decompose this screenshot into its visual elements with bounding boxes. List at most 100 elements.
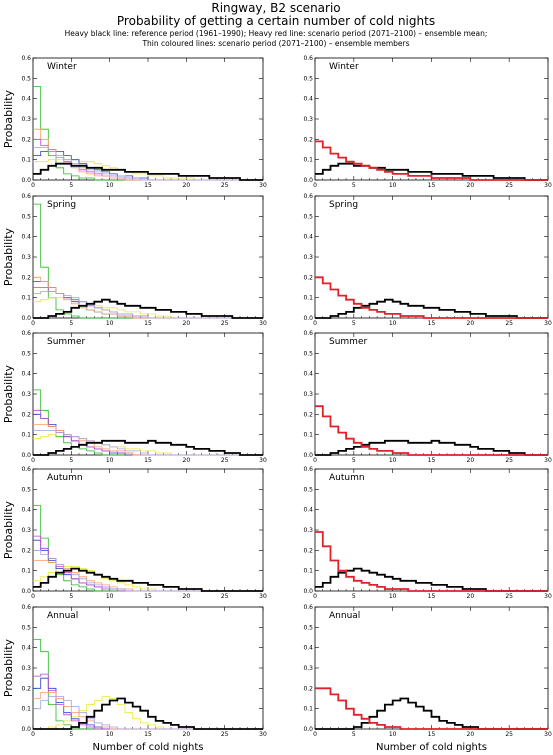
- y-tick-label: 0.5: [303, 350, 313, 357]
- x-tick-label: 20: [467, 457, 475, 464]
- ensemble-member-line: [33, 86, 263, 181]
- panel-spring-right: 0.0 0.1 0.2 0.3 0.4 0.5 0.6 0 5 10 15 20 25 30 Spring: [303, 193, 552, 327]
- y-tick-label: 0.1: [303, 295, 313, 302]
- y-tick-label: 0.3: [303, 527, 313, 534]
- y-tick-label: 0.5: [21, 486, 31, 493]
- y-tick-label: 0.4: [303, 96, 313, 103]
- y-tick-label: 0.6: [303, 55, 313, 62]
- y-tick-label: 0.1: [21, 157, 31, 164]
- ensemble-member-line: [33, 424, 263, 456]
- x-tick-label: 30: [259, 457, 267, 464]
- season-label: Annual: [47, 611, 78, 621]
- y-tick-label: 0.5: [303, 486, 313, 493]
- x-tick-label: 5: [69, 320, 73, 327]
- x-tick-label: 20: [183, 457, 191, 464]
- x-tick-label: 30: [259, 320, 267, 327]
- y-tick-label: 0.3: [303, 391, 313, 398]
- ensemble-member-line: [33, 147, 263, 181]
- x-tick-label: 20: [183, 320, 191, 327]
- y-tick-label: 0.2: [303, 274, 313, 281]
- figure-title-line2: Probability of getting a certain number …: [117, 14, 435, 28]
- y-tick-label: 0.0: [21, 177, 31, 184]
- panel-grid: 0.00.10.20.30.40.50.60 5 10 15 20 25 30WinterP…: [2, 55, 552, 753]
- y-tick-label: 0.2: [303, 547, 313, 554]
- figure-title-line1: Ringway, B2 scenario: [211, 1, 340, 15]
- x-tick-label: 5: [69, 731, 73, 738]
- plot-frame: [314, 332, 549, 456]
- x-tick-label: 0: [313, 731, 317, 738]
- y-axis-label: Probability: [2, 364, 15, 423]
- panel-annual-left: 0.0 0.1 0.2 0.3 0.4 0.5 0.6 0 5 10 15 20 25 30 Annual P…: [2, 604, 267, 753]
- ensemble-member-line: [33, 560, 263, 592]
- x-tick-label: 30: [259, 731, 267, 738]
- y-tick-label: 0.6: [303, 604, 313, 611]
- x-tick-label: 5: [352, 457, 356, 464]
- ensemble-mean-line: [315, 140, 548, 181]
- panel-summer-right: 0.0 0.1 0.2 0.3 0.4 0.5 0.6 0 5 10 15 20 25 30 Summer: [303, 330, 552, 464]
- y-tick-label: 0.3: [21, 527, 31, 534]
- x-tick-label: 15: [144, 182, 152, 189]
- figure-note-line1: Heavy black line: reference period (1961…: [65, 29, 488, 38]
- y-tick-label: 0.3: [21, 254, 31, 261]
- panel-summer-left: 0.0 0.1 0.2 0.3 0.4 0.5 0.6 0 5 10 15 20 25 30 Summer P…: [2, 330, 267, 464]
- x-tick-label: 10: [389, 457, 397, 464]
- x-tick-label: 10: [389, 182, 397, 189]
- x-tick-label: 15: [144, 593, 152, 600]
- season-label: Summer: [329, 337, 367, 347]
- x-tick-label: 25: [505, 457, 513, 464]
- ensemble-mean-line: [315, 687, 548, 730]
- x-tick-label: 5: [69, 182, 73, 189]
- reference-line: [315, 298, 548, 319]
- x-tick-label: 5: [69, 457, 73, 464]
- y-tick-label: 0.2: [303, 136, 313, 143]
- y-tick-label: 0.1: [303, 706, 313, 713]
- x-tick-label: 5: [352, 320, 356, 327]
- x-tick-label: 5: [69, 593, 73, 600]
- x-tick-label: 15: [428, 182, 436, 189]
- x-tick-label: 10: [106, 182, 114, 189]
- x-tick-label: 15: [144, 457, 152, 464]
- x-tick-label: 15: [428, 320, 436, 327]
- y-axis-label: Probability: [2, 500, 15, 559]
- ensemble-mean-line: [315, 405, 548, 456]
- panel-spring-left: 0.0 0.1 0.2 0.3 0.4 0.5 0.6 0 5 10 15 20 25 30 Spring P…: [2, 193, 267, 327]
- x-tick-label: 0: [313, 593, 317, 600]
- panel-autumn-right: 0.0 0.1 0.2 0.3 0.4 0.5 0.6 0 5 10 15 20 25 30 Autumn: [303, 466, 552, 600]
- x-tick-label: 10: [389, 731, 397, 738]
- season-label: Summer: [47, 337, 85, 347]
- y-tick-label: 0.1: [21, 568, 31, 575]
- y-tick-label: 0.1: [21, 706, 31, 713]
- y-tick-label: 0.4: [21, 96, 31, 103]
- x-tick-label: 20: [183, 731, 191, 738]
- season-label: Autumn: [47, 473, 83, 483]
- season-label: Spring: [47, 200, 76, 210]
- x-tick-label: 30: [259, 593, 267, 600]
- ensemble-mean-line: [315, 276, 548, 319]
- y-tick-label: 0.6: [21, 330, 31, 337]
- y-tick-label: 0.4: [303, 371, 313, 378]
- y-tick-label: 0.0: [21, 452, 31, 459]
- y-tick-label: 0.6: [21, 466, 31, 473]
- y-tick-label: 0.2: [21, 136, 31, 143]
- y-tick-label: 0.0: [21, 315, 31, 322]
- y-tick-label: 0.2: [21, 685, 31, 692]
- ensemble-member-line: [33, 677, 263, 730]
- y-tick-label: 0.2: [303, 411, 313, 418]
- y-tick-label: 0.5: [303, 75, 313, 82]
- ensemble-member-line: [33, 389, 263, 456]
- x-tick-label: 15: [428, 593, 436, 600]
- x-tick-label: 10: [106, 320, 114, 327]
- y-tick-label: 0.5: [303, 213, 313, 220]
- panel-annual-right: 0.0 0.1 0.2 0.3 0.4 0.5 0.6 0 5 10 15 20 25 30 Annual N…: [303, 604, 552, 753]
- reference-line: [33, 567, 263, 592]
- y-tick-label: 0.2: [21, 411, 31, 418]
- y-tick-label: 0.3: [303, 254, 313, 261]
- y-axis-label: Probability: [2, 227, 15, 286]
- y-tick-label: 0.3: [21, 116, 31, 123]
- y-tick-label: 0.4: [21, 645, 31, 652]
- x-tick-label: 0: [313, 182, 317, 189]
- ensemble-mean-line: [315, 531, 548, 592]
- x-tick-label: 20: [467, 593, 475, 600]
- x-tick-label: 0: [31, 182, 35, 189]
